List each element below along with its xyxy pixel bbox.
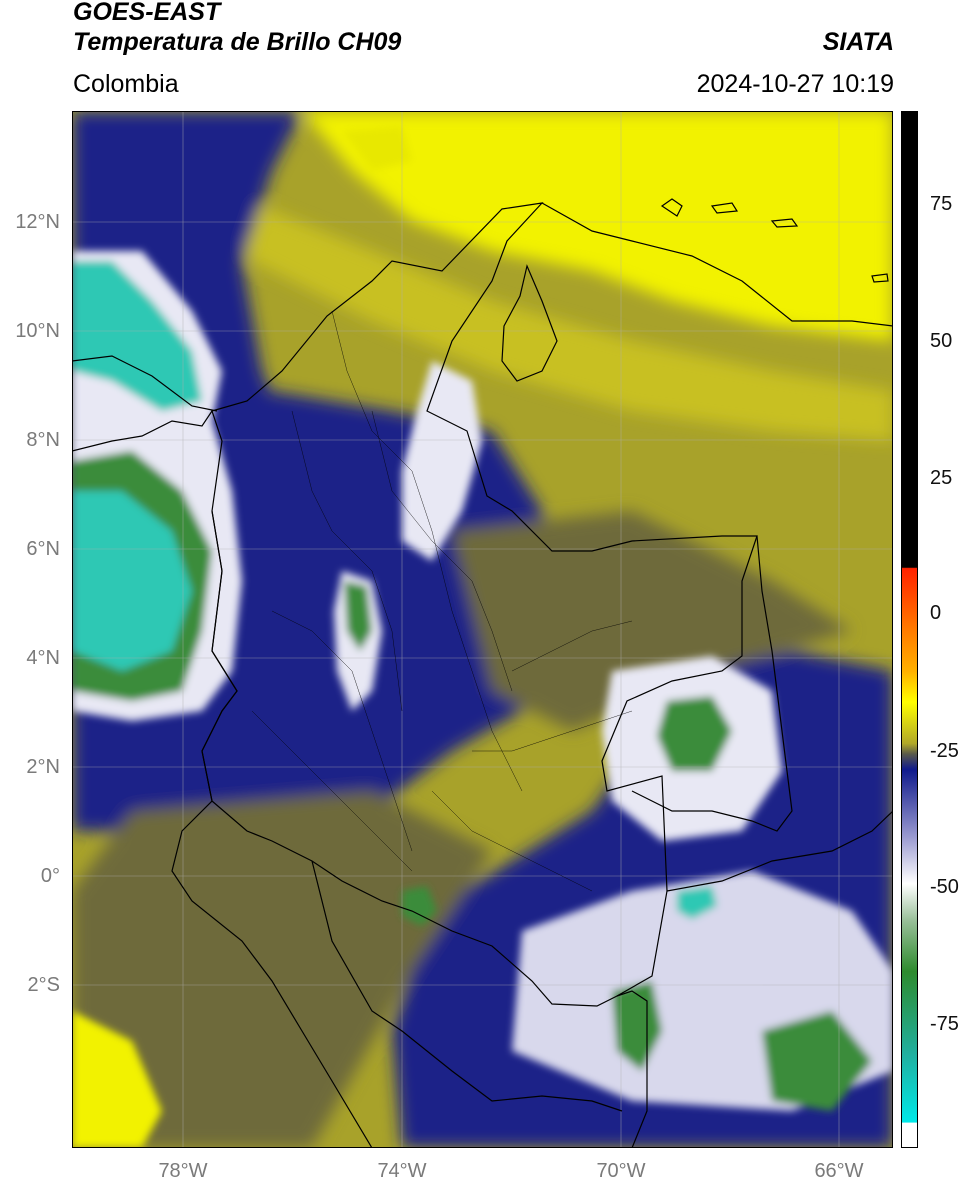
colorbar-tick-0: 0 <box>930 602 942 624</box>
graticule <box>72 111 893 1148</box>
maracaibo-lake <box>501 264 558 382</box>
brazil-border-2 <box>666 810 893 892</box>
green-core-southeast-2 <box>762 1011 872 1111</box>
yellow-pocket-southwest <box>72 1011 162 1148</box>
venezuela-border <box>541 202 893 327</box>
lat-label-0: 0° <box>40 865 60 887</box>
borders <box>72 198 893 1148</box>
olive-light-band <box>222 191 893 441</box>
lat-label-2n: 2°N <box>26 756 60 778</box>
satellite-map <box>72 111 893 1148</box>
lat-label-4n: 4°N <box>26 647 60 669</box>
olive-dark-region-south <box>72 791 492 1148</box>
colorbar-tick-50: 50 <box>930 330 953 352</box>
title-line2: Temperatura de Brillo CH09 <box>73 28 402 56</box>
yellow-pocket-north <box>342 126 412 171</box>
colorbar-tick-neg25: -25 <box>930 740 959 762</box>
map-frame <box>72 111 893 1148</box>
lat-label-8n: 8°N <box>26 429 60 451</box>
colorbar-fill <box>901 111 918 1148</box>
region-label: Colombia <box>73 70 179 98</box>
panama-coast <box>72 355 218 412</box>
lon-label-74w: 74°W <box>377 1160 427 1182</box>
panama-coast-south <box>72 410 213 452</box>
colorbar-tick-neg50: -50 <box>930 876 959 898</box>
lon-label-70w: 70°W <box>596 1160 646 1182</box>
colorbar <box>901 111 918 1148</box>
lat-label-6n: 6°N <box>26 538 60 560</box>
pacific-coast <box>171 510 373 1148</box>
lon-label-66w: 66°W <box>814 1160 864 1182</box>
colorbar-tick-25: 25 <box>930 467 953 489</box>
venezuela-south-border <box>631 535 793 832</box>
green-core-east <box>657 696 732 771</box>
title-line1: GOES-EAST <box>73 0 221 26</box>
olive-dark-llanos <box>452 511 852 731</box>
department-borders <box>251 310 633 892</box>
caribbean-islands <box>660 198 889 283</box>
green-core-southeast <box>612 981 662 1071</box>
cyan-core-east <box>677 886 717 919</box>
brazil-border <box>616 990 648 1148</box>
colorbar-tick-neg75: -75 <box>930 1013 959 1035</box>
cyan-core-pacific-north <box>72 261 202 411</box>
datetime-label: 2024-10-27 10:19 <box>696 70 894 98</box>
green-core-south <box>402 886 437 926</box>
colombia-border <box>201 202 758 1007</box>
lon-label-78w: 78°W <box>158 1160 208 1182</box>
lat-label-2s: 2°S <box>27 974 60 996</box>
colorbar-frame <box>901 111 918 1148</box>
ecuador-peru-border <box>311 860 623 1112</box>
lat-label-12n: 12°N <box>15 211 60 233</box>
green-core-andes <box>344 581 372 651</box>
navy-region-andes <box>272 391 552 831</box>
colorbar-tick-75: 75 <box>930 193 953 215</box>
cyan-core-pacific-south <box>72 491 192 671</box>
white-cloud-andes-north <box>402 361 482 561</box>
source-label: SIATA <box>822 28 894 56</box>
lat-label-10n: 10°N <box>15 320 60 342</box>
